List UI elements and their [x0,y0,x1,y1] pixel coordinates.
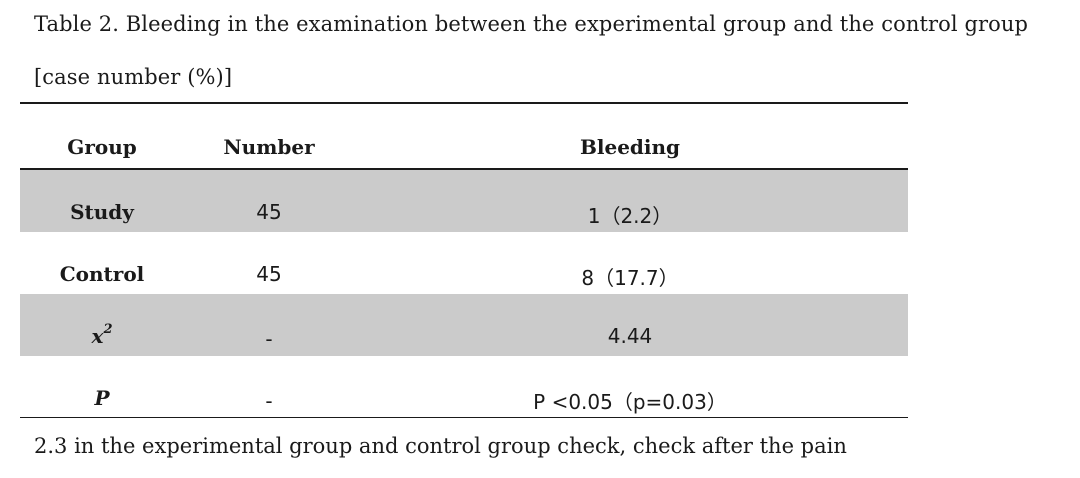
section-text: 2.3 in the experimental group and contro… [34,434,847,458]
header-group: Group [67,135,137,159]
cell-group-chi-square: x2 [91,322,113,348]
header-bleeding: Bleeding [579,135,681,159]
cell-bleeding-chi-square: 4.44 [607,324,653,348]
cell-number-p: - [265,389,273,413]
chi-square-superscript: 2 [103,322,113,338]
cell-group-study: Study [70,200,134,224]
cell-number-chi-square: - [265,327,273,351]
table-top-rule [20,102,908,104]
cell-number-study: 45 [256,200,282,224]
cell-group-p: P [94,386,110,410]
header-rule [20,168,908,170]
cell-bleeding-study: 1（2.2） [587,204,673,228]
table-caption-line-1: Table 2. Bleeding in the examination bet… [34,12,1029,36]
table-bottom-rule [20,417,908,418]
row-band-chi-square [20,294,908,356]
cell-number-control: 45 [256,262,282,286]
header-number: Number [223,135,315,159]
cell-bleeding-control: 8（17.7） [581,266,679,290]
table-caption-line-2: [case number (%)] [34,65,233,89]
cell-bleeding-p: P <0.05（p=0.03） [533,390,727,414]
chi-square-symbol: x [91,324,104,348]
row-band-study [20,170,908,232]
cell-group-control: Control [59,262,145,286]
